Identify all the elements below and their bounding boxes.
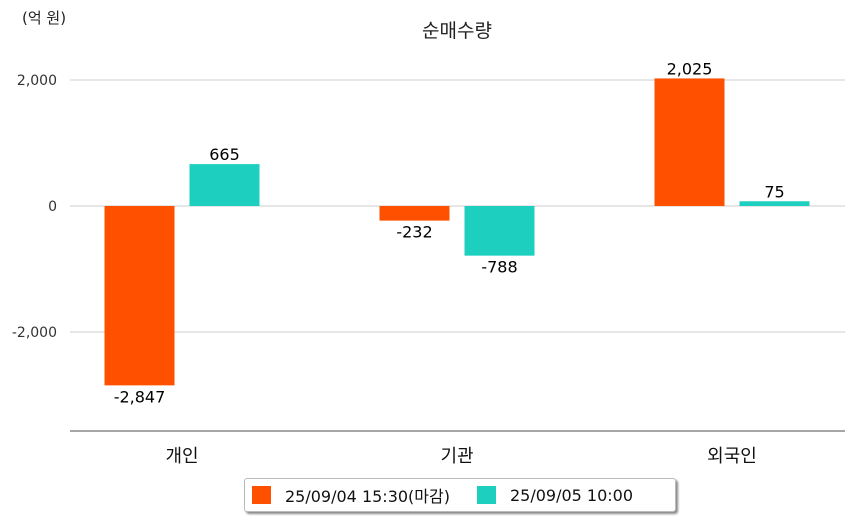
legend-label-0: 25/09/04 15:30(마감) — [285, 487, 450, 506]
bar[interactable] — [379, 206, 450, 221]
y-tick-label: -2,000 — [12, 325, 57, 341]
x-tick-label: 개인 — [165, 446, 198, 467]
y-tick-label: 0 — [48, 199, 57, 215]
legend-item-0[interactable]: 25/09/04 15:30(마감) — [252, 483, 450, 507]
bar[interactable] — [654, 78, 725, 206]
bar[interactable] — [189, 164, 260, 206]
legend-swatch-1 — [476, 486, 496, 504]
bar[interactable] — [464, 206, 535, 256]
unit-label: (억 원) — [22, 9, 66, 27]
legend-item-1[interactable]: 25/09/05 10:00 — [476, 485, 634, 505]
legend: 25/09/04 15:30(마감) 25/09/05 10:00 — [244, 478, 676, 512]
bar[interactable] — [739, 201, 810, 206]
legend-swatch-0 — [252, 486, 271, 504]
bar[interactable] — [104, 206, 175, 386]
x-tick-label: 외국인 — [707, 446, 757, 467]
x-tick-label: 기관 — [440, 446, 473, 467]
data-label: 665 — [209, 145, 240, 164]
chart-title: 순매수량 — [422, 20, 492, 42]
data-label: 2,025 — [667, 59, 713, 78]
data-label: 75 — [764, 182, 784, 201]
data-label: -788 — [481, 258, 517, 277]
legend-label-1: 25/09/05 10:00 — [509, 485, 634, 505]
data-label: -232 — [396, 223, 432, 242]
data-label: -2,847 — [114, 387, 166, 406]
y-tick-label: 2,000 — [17, 73, 57, 89]
